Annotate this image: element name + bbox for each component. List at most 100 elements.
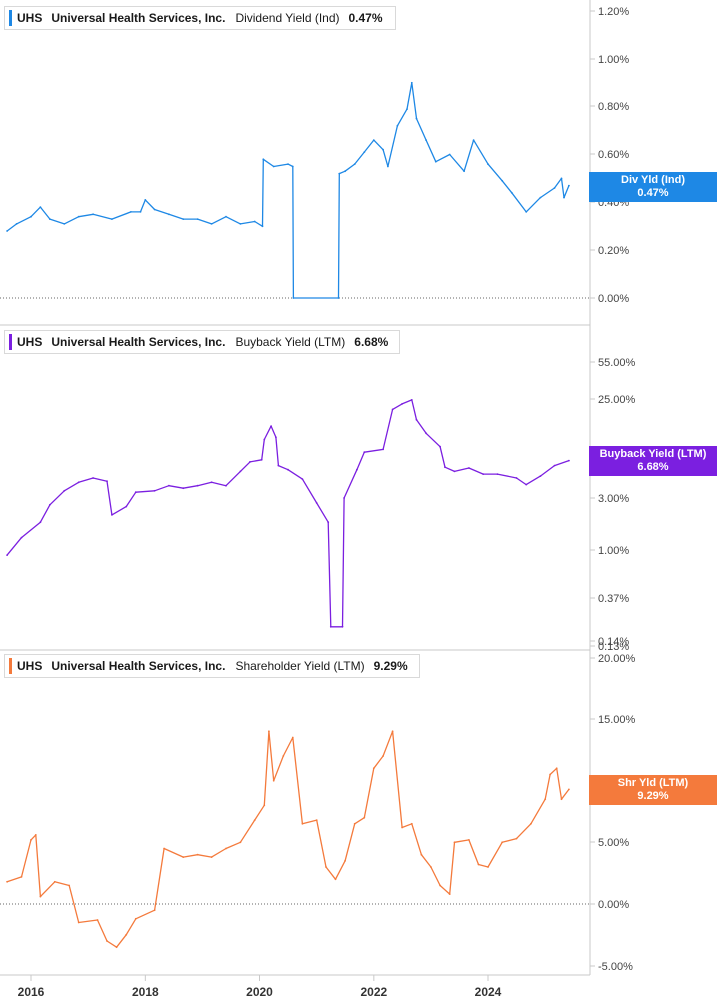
- axis-tick-label: 0.00%: [598, 293, 629, 305]
- data-point: [396, 124, 399, 127]
- data-point: [487, 866, 489, 868]
- data-point: [439, 884, 441, 887]
- data-point: [415, 117, 418, 120]
- data-point: [249, 461, 251, 463]
- series-line-buyback: [6, 399, 570, 628]
- data-point: [482, 473, 485, 475]
- data-point: [372, 139, 375, 142]
- data-point: [30, 215, 32, 218]
- data-point: [115, 946, 118, 949]
- data-point: [315, 819, 318, 821]
- axis-tick-label: 0.20%: [598, 245, 629, 257]
- time-tick-label: 2016: [18, 985, 45, 999]
- data-point: [501, 841, 504, 844]
- data-point: [372, 767, 375, 770]
- data-point: [525, 211, 528, 213]
- data-point: [239, 470, 242, 473]
- data-point: [163, 847, 166, 850]
- data-point: [568, 459, 570, 462]
- data-point: [425, 139, 427, 142]
- flag-shareholder-value: 9.29%: [637, 790, 669, 802]
- data-point: [515, 477, 518, 479]
- data-point: [111, 218, 113, 221]
- data-point: [510, 191, 513, 194]
- data-point: [515, 837, 518, 840]
- legend-buyback: UHS Universal Health Services, Inc. Buyb…: [4, 330, 400, 354]
- data-point: [210, 481, 213, 484]
- data-point: [560, 798, 563, 801]
- legend-shareholder-swatch: [9, 658, 12, 674]
- data-point: [106, 480, 108, 483]
- legend-metric: Buyback Yield (LTM): [235, 335, 346, 349]
- data-point: [420, 853, 423, 856]
- legend-dividend: UHS Universal Health Services, Inc. Divi…: [4, 6, 396, 30]
- data-point: [555, 767, 558, 770]
- series-line-dividend: [6, 82, 570, 299]
- data-point: [63, 489, 66, 492]
- axis-tick-label: 0.37%: [598, 593, 629, 605]
- axis-tick-label: 1.20%: [598, 6, 629, 18]
- data-point: [182, 218, 185, 221]
- data-point: [53, 880, 56, 883]
- data-point: [325, 866, 327, 868]
- data-point: [77, 215, 80, 218]
- data-point: [410, 81, 413, 84]
- data-point: [239, 841, 242, 844]
- data-point: [356, 468, 358, 471]
- axis-tick-label: 55.00%: [598, 357, 636, 369]
- legend-ticker: UHS: [17, 659, 43, 673]
- data-point: [263, 438, 266, 441]
- data-point: [453, 470, 456, 473]
- legend-metric: Shareholder Yield (LTM): [235, 659, 365, 673]
- data-point: [210, 856, 213, 858]
- data-point: [382, 448, 384, 451]
- data-point: [287, 468, 289, 471]
- data-point: [344, 859, 346, 862]
- axis-tick-label: 0.60%: [598, 149, 629, 161]
- legend-value: 9.29%: [373, 659, 408, 673]
- data-point: [168, 484, 170, 487]
- data-point: [401, 403, 403, 405]
- data-point: [253, 819, 256, 821]
- flag-buyback: Buyback Yield (LTM) 6.68%: [589, 446, 717, 476]
- data-point: [496, 473, 499, 475]
- data-point: [210, 223, 213, 225]
- data-point: [272, 165, 275, 168]
- data-point: [448, 153, 451, 156]
- data-point: [434, 160, 437, 163]
- data-point: [382, 755, 384, 757]
- data-point: [391, 408, 394, 411]
- data-point: [111, 514, 113, 516]
- legend-company: Universal Health Services, Inc.: [51, 659, 226, 673]
- flag-dividend-label: Div Yld (Ind): [621, 174, 685, 186]
- flag-buyback-label: Buyback Yield (LTM): [599, 448, 707, 460]
- data-point: [301, 822, 304, 825]
- data-point: [327, 521, 330, 524]
- data-point: [343, 497, 345, 499]
- data-point: [468, 467, 470, 469]
- data-point: [353, 822, 356, 825]
- data-point: [196, 218, 199, 221]
- data-point: [291, 736, 294, 739]
- flag-shareholder: Shr Yld (LTM) 9.29%: [589, 775, 717, 805]
- data-point: [301, 478, 304, 480]
- axis-tick-label: -5.00%: [598, 961, 633, 973]
- data-point: [63, 223, 66, 225]
- data-point: [530, 822, 532, 825]
- data-point: [225, 484, 227, 487]
- data-point: [453, 841, 456, 844]
- data-point: [139, 211, 142, 213]
- legend-company: Universal Health Services, Inc.: [51, 11, 226, 25]
- panel-dividend: 1.20%1.00%0.80%0.60%0.40%0.20%0.00%: [0, 6, 629, 305]
- data-point: [20, 876, 23, 878]
- data-point: [268, 730, 270, 733]
- data-point: [553, 187, 556, 189]
- axis-tick-label: 1.00%: [598, 54, 629, 66]
- data-point: [353, 163, 356, 166]
- panel-shareholder: 20.00%15.00%10.00%5.00%0.00%-5.00%: [0, 653, 636, 973]
- data-point: [153, 909, 156, 912]
- data-point: [196, 484, 199, 487]
- data-point: [430, 866, 432, 868]
- data-point: [153, 489, 156, 492]
